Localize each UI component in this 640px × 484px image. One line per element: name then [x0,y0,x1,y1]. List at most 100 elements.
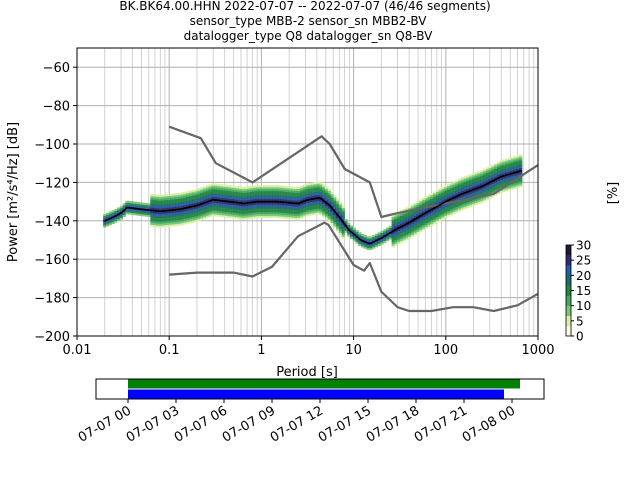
histogram-cell [422,209,426,212]
histogram-cell [460,208,465,211]
histogram-cell [474,189,478,192]
histogram-cell [433,210,437,213]
histogram-cell [322,205,326,208]
histogram-cell [264,213,268,217]
histogram-cell [202,213,207,216]
histogram-cell [144,206,148,209]
histogram-cell [233,195,237,198]
histogram-cell [141,206,146,209]
histogram-cell [485,174,490,178]
histogram-cell [358,243,362,247]
histogram-cell [460,196,465,199]
histogram-cell [111,210,115,213]
histogram-cell [477,197,481,201]
histogram-cell [266,198,270,201]
histogram-cell [219,203,223,206]
histogram-cell [363,235,368,238]
histogram-cell [225,202,229,205]
timeline-tick-label: 07-07 21 [412,403,470,445]
histogram-cell [466,200,470,203]
histogram-cell [130,205,135,208]
histogram-cell [472,203,476,207]
histogram-cell [510,160,515,163]
histogram-cell [153,199,157,203]
histogram-cell [261,204,265,207]
histogram-cell [516,159,520,162]
histogram-cell [472,190,476,193]
histogram-cell [341,230,345,233]
histogram-cell [496,178,501,182]
histogram-cell [202,216,207,220]
histogram-cell [316,191,320,194]
histogram-cell [380,230,384,233]
histogram-cell [283,189,287,192]
histogram-cell [505,181,509,184]
histogram-cell [150,215,154,218]
histogram-cell [508,157,512,160]
histogram-cell [180,201,185,205]
histogram-cell [158,212,162,215]
histogram-cell [219,197,223,200]
histogram-cell [430,196,434,199]
histogram-cell [516,172,520,175]
histogram-cell [510,187,515,190]
histogram-cell [485,171,490,174]
histogram-cell [175,223,179,227]
histogram-cell [133,201,137,204]
histogram-cell [413,229,417,232]
histogram-cell [480,196,484,200]
histogram-cell [191,207,196,210]
histogram-cell [474,195,478,198]
histogram-cell [419,224,423,227]
histogram-cell [469,181,473,185]
histogram-cell [491,172,495,175]
histogram-cell [322,192,326,195]
histogram-cell [319,205,323,208]
histogram-cell [424,213,429,216]
histogram-cell [200,193,204,196]
histogram-cell [333,214,337,217]
histogram-cell [477,194,481,197]
histogram-cell [474,185,478,188]
histogram-cell [402,227,406,231]
histogram-cell [463,189,467,192]
histogram-cell [175,206,179,209]
histogram-cell [488,196,492,199]
histogram-cell [394,222,398,225]
histogram-cell [505,164,509,167]
histogram-cell [347,234,351,237]
histogram-cell [286,209,290,212]
histogram-cell [383,236,387,240]
histogram-cell [513,161,517,165]
histogram-cell [349,236,354,240]
histogram-cell [158,198,162,201]
histogram-cell [258,213,262,217]
histogram-cell [402,231,406,234]
histogram-cell [377,236,381,239]
histogram-cell [449,199,454,202]
histogram-cell [180,222,185,226]
histogram-cell [294,192,298,195]
histogram-cell [510,158,515,162]
histogram-cell [178,221,182,224]
histogram-cell [264,198,268,201]
histogram-cell [166,199,171,202]
histogram-cell [333,208,337,211]
histogram-cell [305,196,309,200]
histogram-cell [427,198,431,201]
histogram-cell [438,218,442,222]
histogram-cell [216,193,221,196]
histogram-cell [172,202,176,206]
histogram-cell [458,209,462,212]
histogram-cell [297,198,301,201]
histogram-cell [219,207,223,210]
histogram-cell [308,205,312,209]
histogram-cell [225,188,229,191]
histogram-cell [336,227,340,230]
histogram-cell [275,196,279,199]
histogram-cell [483,197,487,200]
histogram-cell [394,241,398,244]
histogram-cell [380,232,384,235]
histogram-cell [413,227,417,230]
